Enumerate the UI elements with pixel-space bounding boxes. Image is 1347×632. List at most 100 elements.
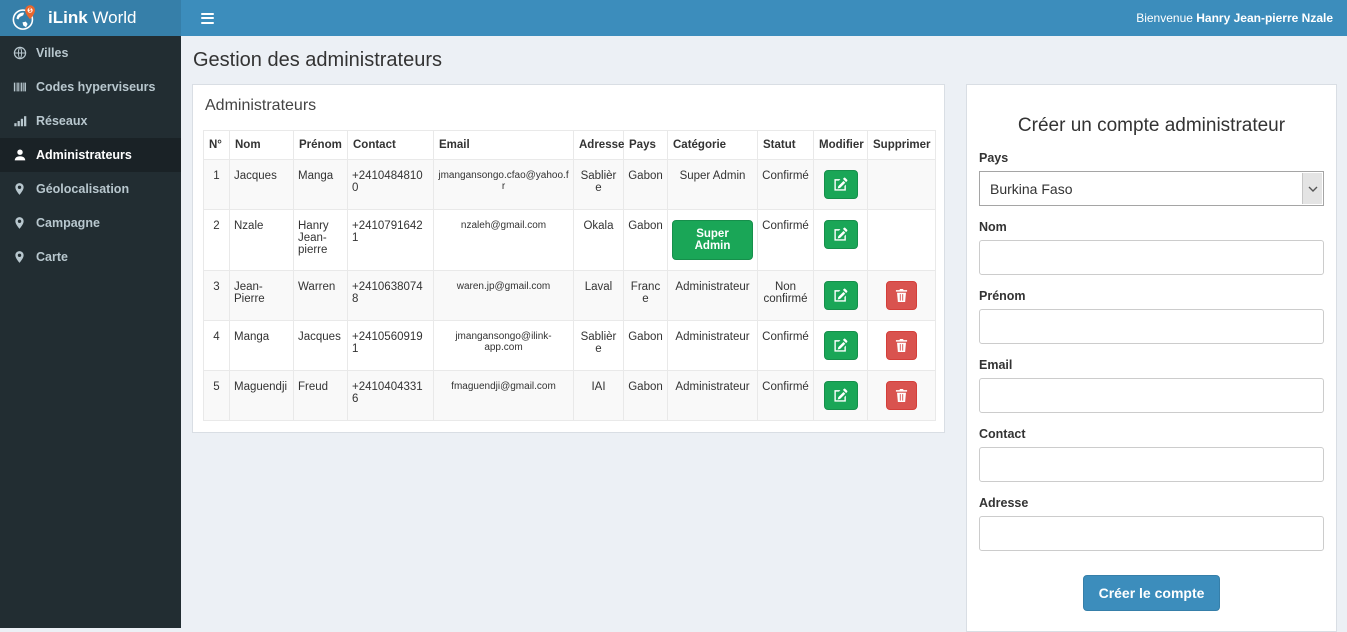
sidebar-item-carte[interactable]: Carte — [0, 240, 181, 274]
cell-categorie: Super Admin — [667, 209, 758, 271]
administrators-box: Administrateurs N° Nom Prénom Contact Email A… — [192, 84, 945, 433]
create-account-form: Pays Burkina Faso Nom Prénom Email Contact Adr… — [979, 151, 1324, 551]
cell-statut: Non confirmé — [757, 270, 814, 321]
sidebar-item-label: Administrateurs — [36, 148, 132, 162]
cell-email: fmaguendji@gmail.com — [433, 370, 574, 421]
cell-pays: Gabon — [623, 320, 668, 371]
cell-adresse: Laval — [573, 270, 624, 321]
cell-nom: Jacques — [229, 159, 294, 210]
column-header: N° — [203, 130, 230, 160]
cell-categorie: Administrateur — [667, 270, 758, 321]
adresse-label: Adresse — [979, 496, 1029, 510]
column-header: Nom — [229, 130, 294, 160]
cell-email: jmangansongo@ilink-app.com — [433, 320, 574, 371]
sidebar-menu: Villes Codes hyperviseurs Réseaux Administr… — [0, 36, 181, 628]
globe-pin-logo-icon: $ — [11, 4, 38, 32]
create-account-button[interactable]: Créer le compte — [1082, 575, 1221, 611]
cell-contact: +24107916421 — [347, 209, 434, 271]
barcode-icon — [12, 80, 27, 94]
contact-field[interactable] — [979, 447, 1324, 482]
cell-supprimer — [867, 159, 936, 210]
edit-button[interactable] — [823, 281, 858, 310]
cell-email: waren.jp@gmail.com — [433, 270, 574, 321]
edit-button[interactable] — [823, 331, 858, 360]
cell-statut: Confirmé — [757, 320, 814, 371]
cell-statut: Confirmé — [757, 209, 814, 271]
cell-modifier — [813, 209, 868, 271]
prenom-field[interactable] — [979, 309, 1324, 344]
brand-logo[interactable]: $ iLink World — [0, 0, 181, 36]
table-row: 3 Jean-Pierre Warren +24106380748 waren.jp@g… — [203, 270, 936, 321]
cell-nom: Jean-Pierre — [229, 270, 294, 321]
cell-pays: Gabon — [623, 209, 668, 271]
map-marker-icon — [12, 250, 27, 264]
sidebar-item-label: Codes hyperviseurs — [36, 80, 156, 94]
cell-modifier — [813, 370, 868, 421]
cell-modifier — [813, 320, 868, 371]
cell-contact: +24105609191 — [347, 320, 434, 371]
sidebar-item-campagne[interactable]: Campagne — [0, 206, 181, 240]
sidebar-item-label: Réseaux — [36, 114, 88, 128]
column-header: Email — [433, 130, 574, 160]
main-content: Gestion des administrateurs Administrate… — [181, 36, 1347, 632]
edit-button[interactable] — [823, 381, 858, 410]
delete-button[interactable] — [886, 281, 917, 310]
edit-button[interactable] — [823, 220, 858, 249]
sidebar-item-reseaux[interactable]: Réseaux — [0, 104, 181, 138]
email-label: Email — [979, 358, 1013, 372]
brand-title: iLink World — [48, 8, 137, 27]
cell-num: 3 — [203, 270, 230, 321]
cell-categorie: Super Admin — [667, 159, 758, 210]
cell-statut: Confirmé — [757, 159, 814, 210]
sidebar-item-villes[interactable]: Villes — [0, 36, 181, 70]
cell-email: nzaleh@gmail.com — [433, 209, 574, 271]
sidebar-item-label: Carte — [36, 250, 68, 264]
page-title: Gestion des administrateurs — [193, 49, 443, 71]
nom-field[interactable] — [979, 240, 1324, 275]
table-row: 4 Manga Jacques +24105609191 jmangansongo@il… — [203, 320, 936, 371]
column-header: Statut — [757, 130, 814, 160]
delete-button[interactable] — [886, 331, 917, 360]
cell-statut: Confirmé — [757, 370, 814, 421]
sidebar-item-administrateurs[interactable]: Administrateurs — [0, 138, 181, 172]
pays-select[interactable]: Burkina Faso — [980, 172, 1323, 205]
pays-label: Pays — [979, 151, 1009, 165]
cell-supprimer — [867, 270, 936, 321]
column-header: Modifier — [813, 130, 868, 160]
cell-contact: +24104043316 — [347, 370, 434, 421]
email-field[interactable] — [979, 378, 1324, 413]
column-header: Catégorie — [667, 130, 758, 160]
adresse-field[interactable] — [979, 516, 1324, 551]
table-row: 1 Jacques Manga +24104848100 jmangansongo.cf… — [203, 159, 936, 210]
edit-button[interactable] — [823, 170, 858, 199]
cell-supprimer — [867, 320, 936, 371]
delete-button[interactable] — [886, 381, 917, 410]
top-bar: $ iLink World Bienvenue Hanry Jean-pierr… — [0, 0, 1347, 36]
cell-prenom: Manga — [293, 159, 348, 210]
navbar: Bienvenue Hanry Jean-pierre Nzale — [181, 0, 1347, 36]
sidebar-item-label: Géolocalisation — [36, 182, 130, 196]
column-header: Pays — [623, 130, 668, 160]
svg-text:$: $ — [29, 8, 32, 14]
column-header: Prénom — [293, 130, 348, 160]
super-admin-badge[interactable]: Super Admin — [672, 220, 753, 260]
table-header-row: N° Nom Prénom Contact Email Adresse Pays Catégo… — [203, 130, 936, 160]
pays-select-wrap: Burkina Faso — [979, 171, 1324, 206]
cell-prenom: Jacques — [293, 320, 348, 371]
sidebar-toggle-icon[interactable] — [199, 9, 216, 28]
sidebar-item-geolocalisation[interactable]: Géolocalisation — [0, 172, 181, 206]
cell-prenom: Freud — [293, 370, 348, 421]
sidebar-item-codes-hyperviseurs[interactable]: Codes hyperviseurs — [0, 70, 181, 104]
cell-modifier — [813, 270, 868, 321]
cell-prenom: Hanry Jean-pierre — [293, 209, 348, 271]
cell-prenom: Warren — [293, 270, 348, 321]
cell-categorie: Administrateur — [667, 370, 758, 421]
cell-pays: Gabon — [623, 370, 668, 421]
cell-supprimer — [867, 209, 936, 271]
cell-nom: Manga — [229, 320, 294, 371]
contact-label: Contact — [979, 427, 1026, 441]
cell-contact: +24106380748 — [347, 270, 434, 321]
sidebar-item-label: Campagne — [36, 216, 100, 230]
administrators-table: N° Nom Prénom Contact Email Adresse Pays Catégo… — [203, 130, 936, 421]
map-marker-icon — [12, 216, 27, 230]
